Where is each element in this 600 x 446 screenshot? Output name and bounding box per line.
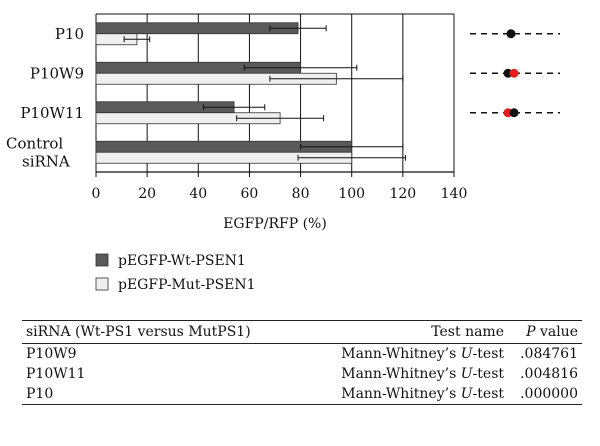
legend-swatch — [95, 253, 109, 267]
x-axis-title: EGFP/RFP (%) — [223, 216, 327, 232]
grid-lines — [95, 13, 455, 172]
category-label: P10W9 — [30, 64, 84, 82]
table-row: P10W11 Mann-Whitney’s U-test .004816 — [22, 364, 582, 384]
row-test: Mann-Whitney’s U-test — [285, 384, 508, 405]
test-u: U — [460, 386, 473, 402]
category-label-line2: siRNA — [22, 152, 70, 170]
test-pre: Mann-Whitney’s — [341, 346, 461, 362]
row-sirna: P10 — [22, 384, 285, 405]
row-test: Mann-Whitney’s U-test — [285, 364, 508, 384]
x-tick-label: 100 — [338, 186, 365, 202]
bar-wt — [95, 22, 299, 35]
category-label: P10 — [55, 25, 84, 43]
x-tick-label: 120 — [389, 186, 416, 202]
legend: pEGFP-Wt-PSEN1 pEGFP-Mut-PSEN1 — [95, 253, 256, 293]
x-tick-label: 60 — [241, 186, 259, 202]
header-sirna: siRNA (Wt-PS1 versus MutPS1) — [22, 320, 285, 344]
row-test: Mann-Whitney’s U-test — [285, 344, 508, 365]
table-row: P10 Mann-Whitney’s U-test .000000 — [22, 384, 582, 405]
results-table: siRNA (Wt-PS1 versus MutPS1) Test name P… — [22, 320, 582, 405]
error-bars — [123, 25, 406, 161]
legend-label: pEGFP-Mut-PSEN1 — [118, 277, 256, 293]
x-axis: 0 20 40 60 80 100 120 140 — [92, 171, 468, 202]
table-header-row: siRNA (Wt-PS1 versus MutPS1) Test name P… — [22, 320, 582, 344]
header-test-name: Test name — [285, 320, 508, 344]
black-dot — [509, 108, 519, 118]
red-dot — [509, 68, 519, 78]
bars — [95, 22, 353, 164]
test-post: -test — [472, 386, 504, 402]
x-tick-label: 40 — [189, 186, 207, 202]
header-p-rest: value — [535, 324, 578, 340]
x-tick-label: 140 — [441, 186, 468, 202]
test-post: -test — [472, 346, 504, 362]
table-row: P10W9 Mann-Whitney’s U-test .084761 — [22, 344, 582, 365]
test-u: U — [460, 346, 473, 362]
header-p-letter: P — [526, 324, 536, 340]
category-label: P10W11 — [20, 104, 84, 122]
row-sirna: P10W11 — [26, 366, 86, 382]
x-tick-label: 0 — [92, 186, 101, 202]
row-sirna: P10W9 — [26, 346, 77, 362]
row-p-value: .000000 — [508, 384, 582, 405]
legend-swatch — [95, 277, 109, 291]
test-u: U — [460, 366, 473, 382]
header-p-value: P value — [508, 320, 582, 344]
bar-chart: 0 20 40 60 80 100 120 140 P10 P10W9 P10W11 Control… — [6, 13, 560, 293]
test-post: -test — [472, 366, 504, 382]
category-label: Control — [6, 134, 63, 152]
row-p-value: .004816 — [520, 366, 578, 382]
black-dot — [506, 29, 516, 39]
x-tick-label: 20 — [138, 186, 156, 202]
row-p-value: .084761 — [520, 346, 578, 362]
test-pre: Mann-Whitney’s — [341, 366, 461, 382]
significance-markers — [470, 29, 560, 118]
legend-label: pEGFP-Wt-PSEN1 — [118, 253, 246, 269]
x-tick-label: 80 — [292, 186, 310, 202]
test-pre: Mann-Whitney’s — [341, 386, 461, 402]
